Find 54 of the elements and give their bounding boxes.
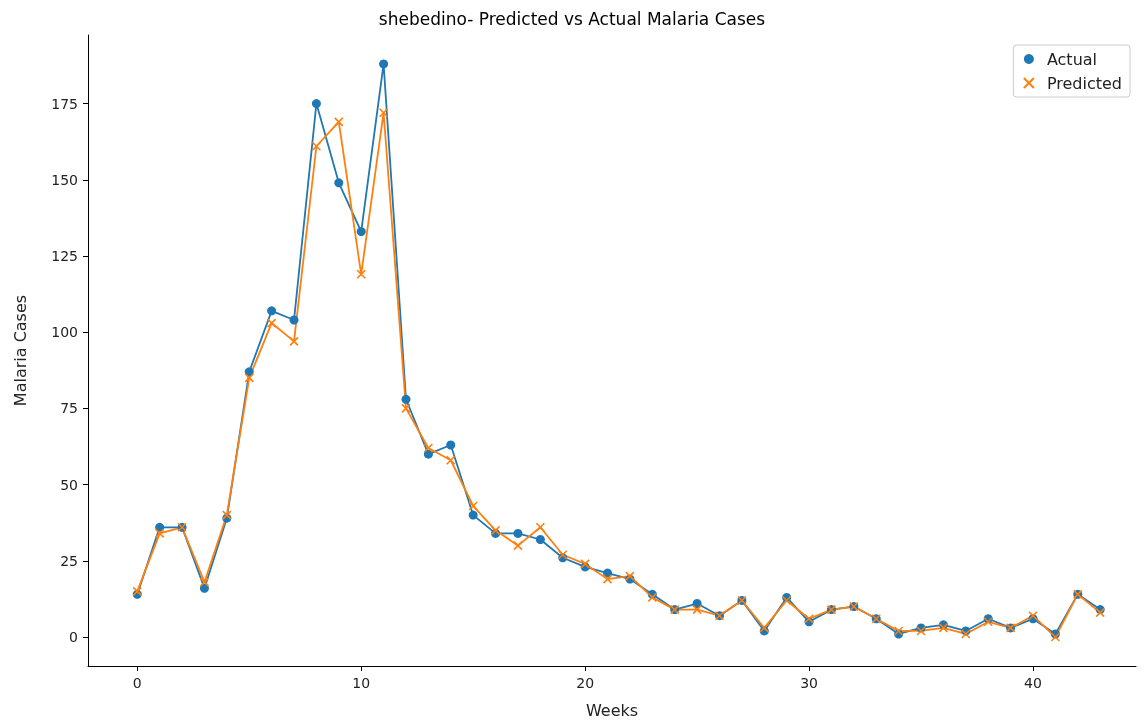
point [334, 178, 344, 188]
point [804, 613, 814, 624]
chart-title: shebedino- Predicted vs Actual Malaria Cases [378, 8, 766, 29]
point [602, 574, 613, 584]
point [513, 528, 523, 538]
point [446, 440, 456, 450]
point [401, 403, 411, 414]
point [378, 107, 389, 118]
point [513, 540, 523, 551]
point [289, 336, 299, 347]
point [557, 549, 568, 560]
point [379, 59, 389, 69]
point [244, 373, 255, 383]
point [401, 394, 411, 404]
point [244, 367, 254, 377]
point [356, 269, 366, 280]
point [1028, 610, 1038, 621]
point [468, 501, 478, 511]
point [423, 443, 434, 453]
y-tick-label: 175 [51, 95, 78, 112]
point [535, 522, 546, 533]
point [267, 306, 277, 316]
point [423, 449, 433, 459]
point [311, 141, 322, 152]
y-tick-label: 100 [51, 324, 78, 341]
y-tick-label: 125 [51, 248, 78, 264]
x-tick-label: 10 [352, 675, 371, 691]
x-tick-label: 0 [132, 675, 142, 691]
y-tick-label: 50 [60, 476, 78, 493]
y-tick-label: 75 [60, 400, 78, 417]
point [289, 315, 299, 325]
y-tick-label: 0 [69, 629, 78, 646]
point [535, 535, 545, 544]
x-axis-title: Weeks [585, 700, 639, 720]
point [647, 592, 658, 603]
point [266, 318, 277, 328]
point [311, 99, 321, 109]
point [199, 577, 210, 587]
y-tick-label: 25 [60, 552, 78, 569]
point [154, 528, 165, 539]
y-axis-title: Malaria Cases [10, 294, 30, 407]
x-tick-label: 40 [1024, 675, 1042, 691]
legend-label: Actual [1046, 49, 1098, 69]
point [334, 117, 344, 127]
y-tick-label: 150 [51, 171, 78, 188]
x-tick-label: 20 [576, 675, 595, 691]
point [781, 595, 792, 606]
legend-label: Predicted [1046, 73, 1122, 93]
point [468, 510, 478, 520]
point [356, 227, 366, 237]
point [445, 455, 456, 466]
point [199, 583, 209, 593]
x-tick-label: 30 [800, 675, 818, 691]
point [692, 604, 702, 615]
